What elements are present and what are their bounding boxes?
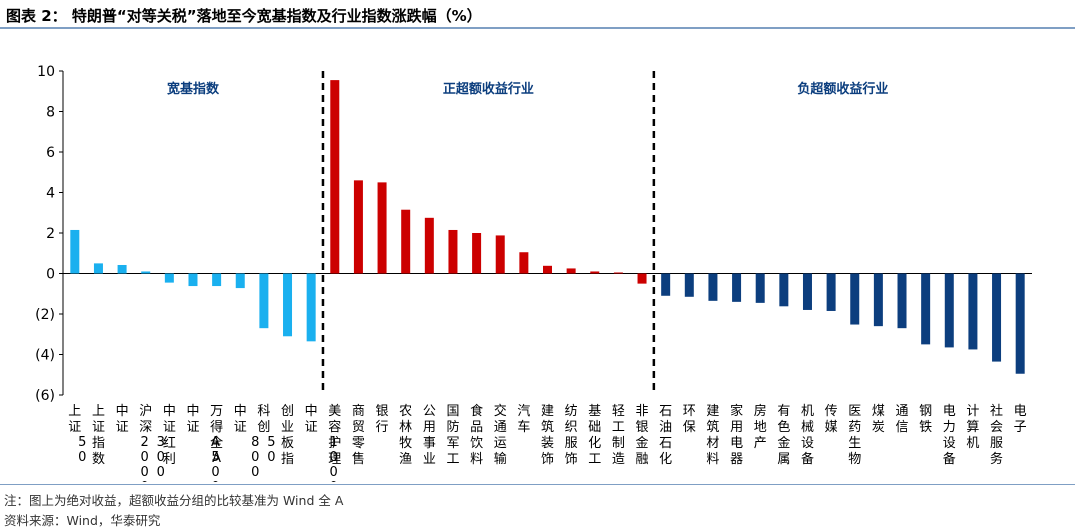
bar	[448, 229, 458, 274]
x-tick-label: 机械设备	[801, 404, 814, 467]
bar	[472, 233, 482, 274]
y-tick-label: 0	[46, 267, 55, 283]
x-tick-label: 电子	[1014, 404, 1027, 435]
x-tick-label: 农林牧渔	[399, 404, 412, 467]
bar	[259, 273, 269, 329]
bar	[543, 265, 552, 274]
bar	[732, 273, 742, 302]
footer-rule	[0, 484, 1075, 485]
y-tick-label: 4	[46, 186, 55, 202]
group-label: 宽基指数	[166, 81, 220, 97]
x-tick-label: 煤炭	[872, 404, 885, 435]
y-tick-label: 2	[46, 226, 55, 242]
x-tick-label: 有色金属	[777, 404, 790, 467]
bar	[377, 182, 387, 274]
bar	[212, 273, 222, 287]
x-tick-label: 交通运输	[494, 403, 507, 467]
bar	[826, 273, 836, 311]
x-tick-label: 国防军工	[446, 404, 459, 467]
bar	[755, 273, 765, 303]
x-tick-label: 银行	[376, 404, 389, 435]
chart-title: 图表 2： 特朗普“对等关税”落地至今宽基指数及行业指数涨跌幅（%）	[6, 7, 482, 25]
bar	[164, 273, 174, 283]
group-label: 正超额收益行业	[443, 81, 534, 97]
bar	[802, 273, 812, 310]
bar	[992, 273, 1002, 362]
bar	[424, 217, 434, 274]
bar	[117, 264, 127, 274]
bar	[283, 273, 293, 337]
y-tick-label: 6	[46, 145, 55, 161]
bar	[873, 273, 883, 327]
x-tick-label: 环保	[683, 404, 696, 435]
x-tick-label: 创业板指	[281, 404, 294, 467]
x-tick-label: 建筑装饰	[541, 404, 554, 467]
y-tick-label: (4)	[35, 348, 55, 364]
bar	[566, 268, 576, 274]
bar	[637, 273, 647, 284]
x-tick-label: 通信	[896, 404, 909, 435]
bar	[188, 273, 198, 287]
x-tick-label: 中证红利	[163, 404, 176, 467]
y-tick-label: (6)	[35, 388, 55, 404]
y-tick-label: (2)	[35, 307, 55, 323]
bar	[495, 235, 505, 274]
x-tick-label: 医药生物	[848, 404, 861, 467]
bar	[93, 263, 103, 274]
bar	[1015, 273, 1025, 374]
x-tick-label: 非银金融	[636, 404, 649, 467]
chart-header: 图表 2： 特朗普“对等关税”落地至今宽基指数及行业指数涨跌幅（%）	[0, 0, 1080, 30]
y-tick-label: 8	[46, 105, 55, 121]
x-tick-label: 基础化工	[588, 404, 601, 467]
x-tick-label: 食品饮料	[470, 403, 483, 467]
bar	[779, 273, 789, 307]
bar	[141, 271, 151, 274]
bar	[401, 209, 411, 274]
bar	[235, 273, 245, 289]
bar	[306, 273, 316, 342]
x-tick-label: 上证 50	[60, 404, 90, 461]
bar	[684, 273, 694, 297]
bar	[613, 272, 623, 274]
bar	[708, 273, 718, 301]
bar	[921, 273, 931, 345]
title-rule	[0, 27, 1075, 29]
bar	[590, 271, 600, 274]
x-tick-label: 建筑材料	[706, 404, 719, 467]
x-tick-label: 电力设备	[943, 404, 956, 467]
bar	[70, 229, 80, 274]
x-tick-label: 石油石化	[659, 404, 672, 467]
group-label: 负超额收益行业	[797, 81, 888, 97]
x-tick-label: 纺织服饰	[565, 404, 578, 467]
x-tick-label: 沪深 300	[123, 403, 168, 476]
x-tick-label: 房地产	[754, 403, 767, 451]
x-tick-label: 科创 50	[249, 404, 279, 461]
bar	[968, 273, 978, 350]
x-tick-label: 商贸零售	[352, 404, 365, 467]
x-tick-label: 万得全 A	[209, 404, 224, 466]
bar	[944, 273, 954, 348]
x-tick-label: 上证指数	[92, 404, 105, 467]
bar	[519, 252, 529, 274]
x-tick-label: 美容护理	[328, 404, 341, 467]
x-tick-label: 社会服务	[990, 403, 1003, 467]
bar	[661, 273, 671, 296]
bar	[850, 273, 860, 325]
x-tick-label: 计算机	[966, 404, 979, 451]
chart-source: 资料来源：Wind，华泰研究	[4, 513, 161, 528]
bar	[330, 80, 340, 274]
y-tick-label: 10	[37, 64, 55, 80]
bar	[897, 273, 907, 329]
x-tick-label: 轻工制造	[612, 404, 625, 467]
x-tick-label: 汽车	[517, 404, 530, 435]
x-tick-label: 钢铁	[919, 404, 932, 435]
bar	[353, 180, 363, 274]
x-tick-label: 家用电器	[730, 403, 743, 467]
x-tick-label: 公用事业	[423, 404, 436, 467]
chart-note: 注：图上为绝对收益，超额收益分组的比较基准为 Wind 全 A	[4, 493, 344, 508]
x-tick-label: 传媒	[825, 404, 838, 435]
